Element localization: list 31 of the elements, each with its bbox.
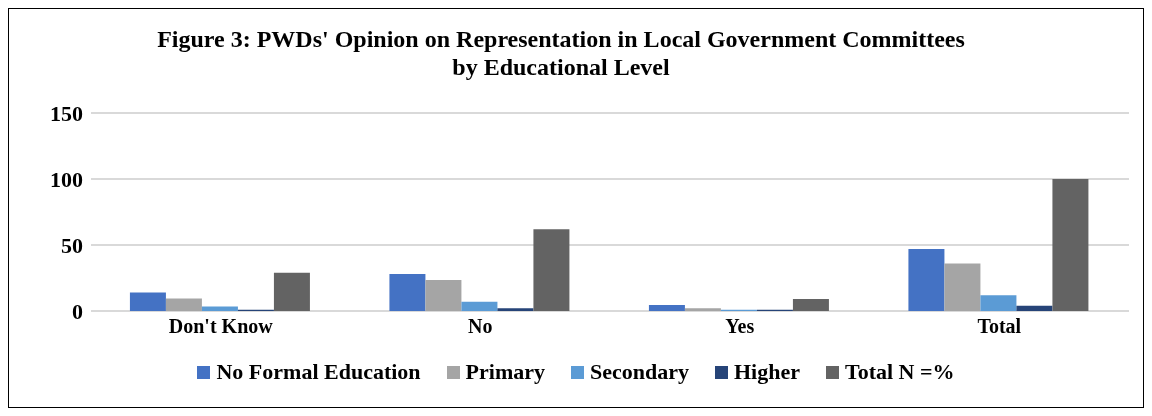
bar bbox=[1052, 179, 1089, 311]
bar bbox=[980, 295, 1017, 311]
bar bbox=[648, 305, 685, 311]
bar bbox=[389, 274, 426, 311]
bar bbox=[684, 308, 721, 311]
bar bbox=[533, 229, 570, 311]
y-tick-label: 0 bbox=[72, 298, 83, 324]
bar bbox=[425, 279, 462, 311]
bar bbox=[165, 298, 202, 311]
chart-title: Figure 3: PWDs' Opinion on Representation in Local Government Committees by Educational Level bbox=[157, 26, 965, 80]
bar bbox=[273, 272, 310, 311]
y-tick-label: 150 bbox=[50, 100, 83, 126]
x-tick-label: Don't Know bbox=[168, 315, 274, 338]
legend-label: Primary bbox=[464, 359, 545, 385]
bar bbox=[129, 292, 166, 311]
bar bbox=[944, 263, 981, 311]
legend-label: Total N =% bbox=[844, 359, 955, 385]
bar bbox=[497, 308, 534, 311]
x-tick-label: Total bbox=[977, 315, 1022, 338]
y-tick-label: 50 bbox=[61, 232, 83, 258]
y-tick-label: 100 bbox=[50, 166, 83, 192]
x-tick-label: No bbox=[468, 315, 493, 338]
bar bbox=[792, 299, 829, 311]
bar bbox=[908, 248, 945, 311]
bar bbox=[461, 301, 498, 311]
legend-label: Secondary bbox=[589, 359, 689, 385]
legend-label: No Formal Education bbox=[215, 359, 421, 385]
x-tick-label: Yes bbox=[725, 315, 755, 338]
bar bbox=[201, 306, 238, 311]
bar bbox=[1016, 305, 1053, 311]
legend-label: Higher bbox=[733, 359, 800, 385]
